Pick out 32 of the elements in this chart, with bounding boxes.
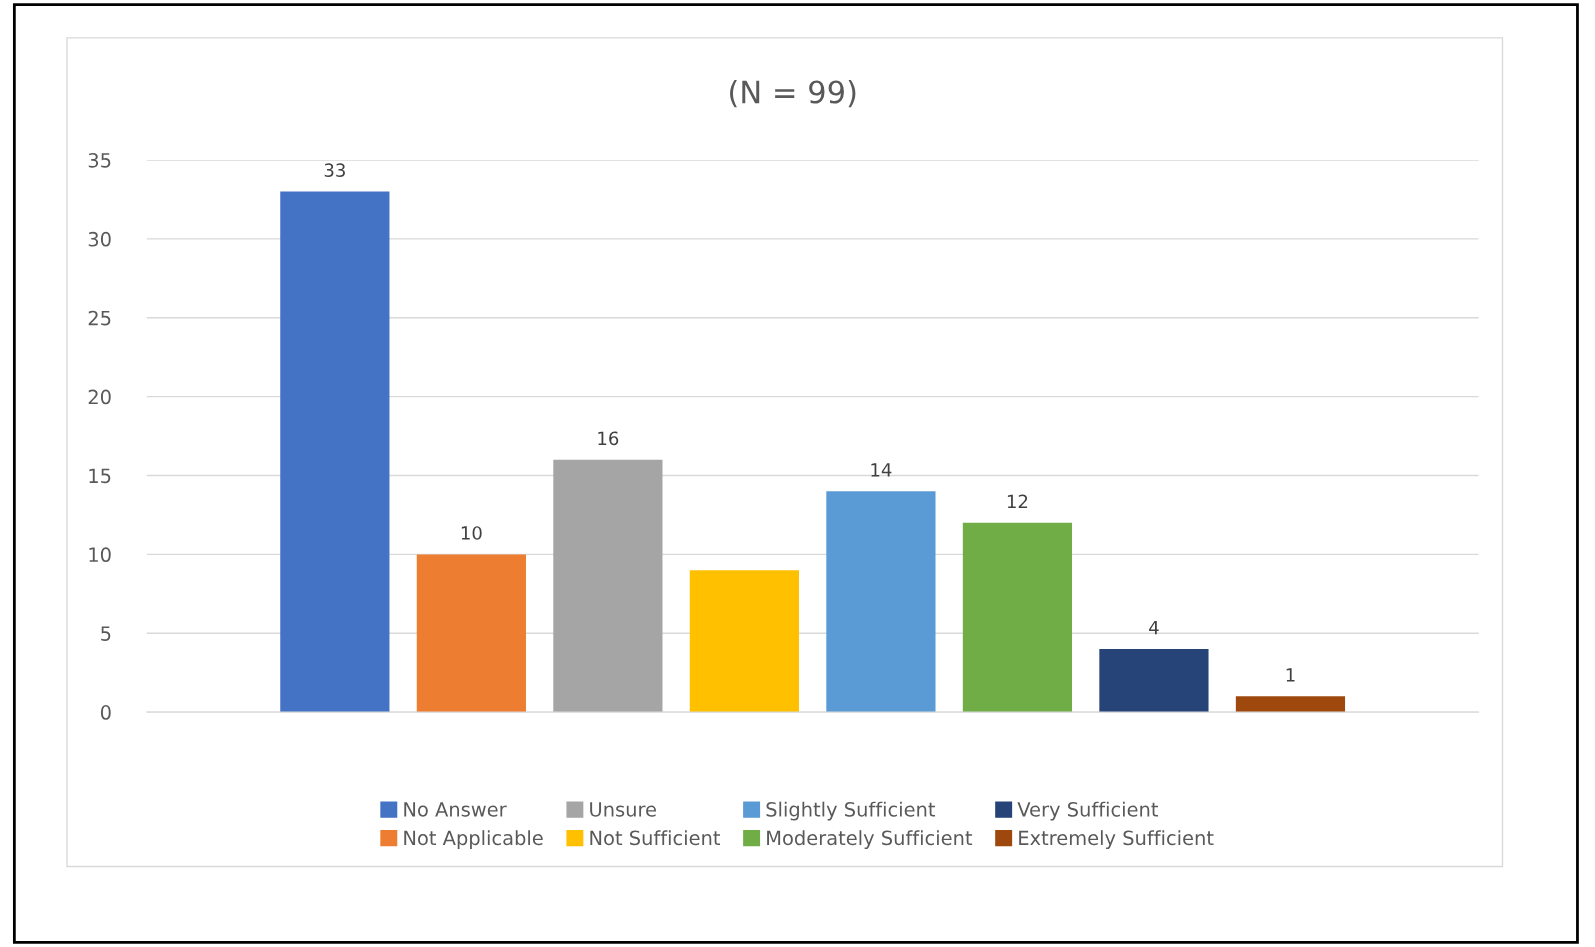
y-tick-label: 30	[88, 231, 111, 247]
y-tick-label: 5	[101, 626, 111, 641]
data-label: 10	[461, 526, 482, 540]
legend-label: Not Applicable	[404, 830, 543, 849]
y-tick-label: 10	[89, 547, 111, 563]
bar	[553, 459, 663, 713]
data-label: 1	[1286, 668, 1295, 682]
data-label: 33	[324, 163, 345, 177]
data-label: 14	[871, 463, 892, 477]
y-tick-label: 0	[100, 705, 111, 720]
legend-label: Extremely Sufficient	[1019, 830, 1214, 849]
legend-label: Not Sufficient	[590, 830, 721, 846]
bar	[826, 491, 936, 713]
y-tick-label: 20	[88, 389, 111, 405]
bar	[962, 522, 1073, 713]
legend-label: Unsure	[590, 802, 656, 817]
data-label: 16	[598, 431, 619, 446]
data-label: 4	[1149, 621, 1159, 635]
y-tick-label: 35	[88, 153, 111, 168]
legend-label: No Answer	[404, 802, 507, 817]
legend-label: Moderately Sufficient	[767, 830, 973, 849]
bar	[1235, 696, 1346, 713]
legend-label: Very Sufficient	[1017, 801, 1159, 821]
y-tick-label: 25	[88, 310, 111, 326]
chart-title: (N = 99)	[730, 79, 856, 108]
bar	[416, 554, 526, 713]
legend-label: Slightly Sufficient	[766, 801, 936, 821]
y-tick-label: 15	[89, 468, 111, 484]
data-label: 12	[1007, 494, 1028, 508]
bar	[280, 191, 390, 713]
bar	[1099, 649, 1209, 713]
bar	[689, 570, 799, 713]
